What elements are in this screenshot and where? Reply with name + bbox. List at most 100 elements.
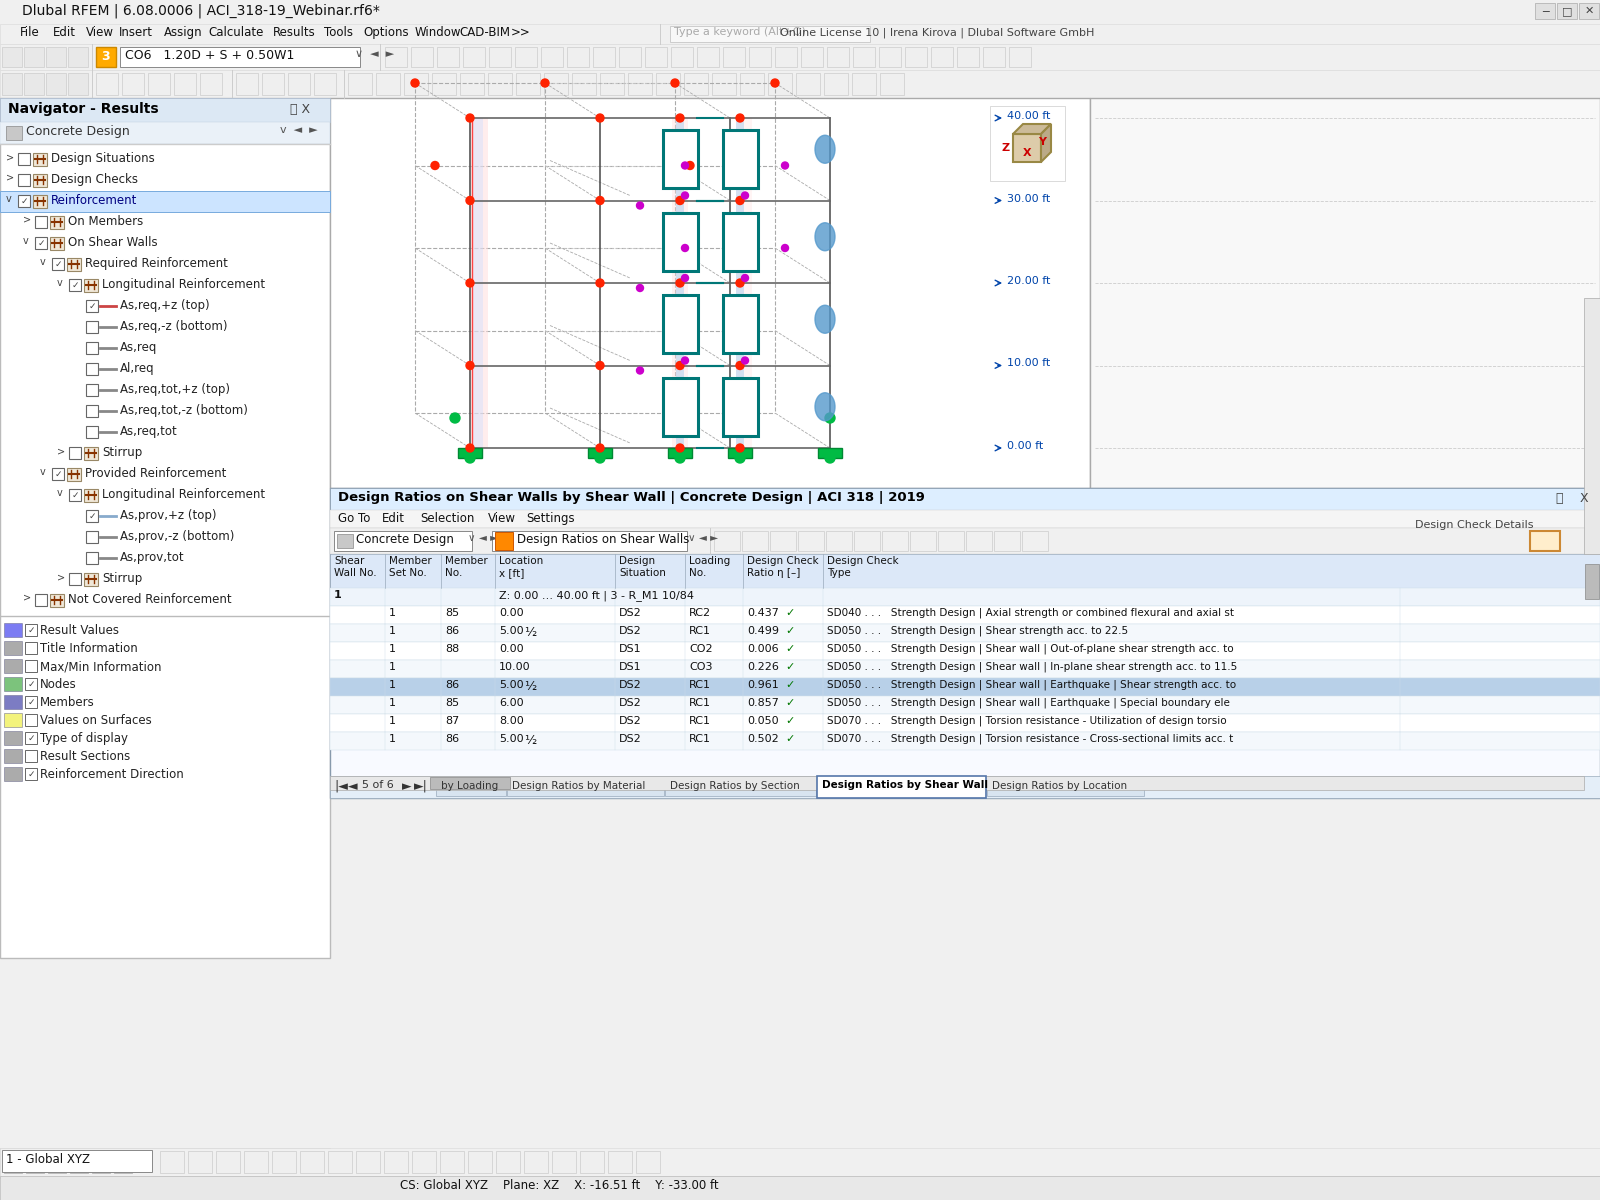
Text: Go To: Go To (338, 512, 370, 526)
Bar (3, 695, 22, 709)
Text: 88: 88 (445, 644, 459, 654)
Bar (86, 530, 98, 542)
Circle shape (675, 444, 685, 452)
Bar (93, 1151, 110, 1174)
Bar (669, 448, 691, 458)
Bar (413, 1151, 435, 1174)
Circle shape (466, 444, 474, 452)
Text: 6.00: 6.00 (499, 698, 523, 708)
Bar (86, 362, 98, 374)
Text: 8.00: 8.00 (499, 716, 523, 726)
Bar (50, 216, 64, 229)
Circle shape (466, 278, 474, 287)
Text: SD050 . . .   Strength Design | Shear wall | Out-of-plane shear strength acc. to: SD050 . . . Strength Design | Shear wall… (827, 644, 1234, 654)
Text: ✓: ✓ (88, 511, 96, 521)
Text: |◄: |◄ (334, 780, 347, 793)
Text: X: X (1022, 148, 1032, 158)
Text: v: v (40, 257, 46, 266)
Text: 1: 1 (389, 680, 397, 690)
Circle shape (637, 284, 643, 292)
Circle shape (682, 245, 688, 252)
Bar (24, 73, 45, 95)
Bar (1584, 298, 1600, 554)
Text: 86: 86 (445, 734, 459, 744)
Bar (3, 641, 22, 655)
Text: Member
No.: Member No. (445, 556, 488, 577)
Text: SD050 . . .   Strength Design | Shear wall | Earthquake | Special boundary ele: SD050 . . . Strength Design | Shear wall… (827, 698, 1230, 708)
Text: 0.857: 0.857 (747, 698, 779, 708)
Text: DS1: DS1 (619, 644, 642, 654)
Bar (330, 488, 1600, 798)
Text: 1: 1 (389, 698, 397, 708)
Bar (18, 174, 30, 186)
Bar (330, 624, 1600, 642)
Bar (384, 1151, 408, 1174)
Bar (1579, 2, 1598, 19)
Ellipse shape (814, 223, 835, 251)
Text: SD050 . . .   Strength Design | Shear wall | Earthquake | Shear strength acc. to: SD050 . . . Strength Design | Shear wall… (827, 680, 1237, 690)
Bar (3, 731, 22, 745)
Circle shape (675, 452, 685, 463)
Bar (330, 588, 1600, 606)
Circle shape (466, 452, 475, 463)
Bar (34, 194, 46, 208)
Bar (938, 530, 963, 551)
Bar (0, 24, 1600, 44)
Bar (987, 778, 1144, 796)
Text: 3: 3 (102, 50, 110, 64)
Bar (818, 776, 986, 798)
Text: v: v (40, 467, 46, 476)
Bar (122, 73, 144, 95)
Text: 20.00 ft: 20.00 ft (1006, 276, 1050, 286)
Bar (330, 554, 1600, 588)
Bar (2, 47, 22, 67)
Bar (853, 47, 875, 67)
Text: Edit: Edit (53, 26, 75, 38)
Bar (662, 295, 698, 353)
Text: As,req,tot,-z (bottom): As,req,tot,-z (bottom) (120, 404, 248, 416)
Text: As,req,-z (bottom): As,req,-z (bottom) (120, 320, 227, 332)
Text: Stirrup: Stirrup (102, 572, 142, 584)
Bar (330, 714, 1600, 732)
Circle shape (595, 197, 605, 204)
Bar (1530, 530, 1560, 551)
Text: ✓: ✓ (786, 626, 794, 636)
Circle shape (682, 162, 688, 169)
Circle shape (430, 162, 438, 169)
Text: ✓: ✓ (27, 697, 35, 707)
Text: 5.00: 5.00 (499, 734, 523, 744)
Text: >: > (22, 215, 30, 226)
Circle shape (595, 444, 605, 452)
Text: SD070 . . .   Strength Design | Torsion resistance - Cross-sectional limits acc.: SD070 . . . Strength Design | Torsion re… (827, 734, 1234, 744)
Circle shape (466, 197, 474, 204)
Bar (957, 47, 979, 67)
Circle shape (686, 162, 694, 169)
Text: RC1: RC1 (690, 626, 710, 636)
Circle shape (675, 278, 685, 287)
Bar (86, 552, 98, 564)
Circle shape (595, 361, 605, 370)
Text: ½: ½ (522, 734, 538, 746)
Text: DS2: DS2 (619, 608, 642, 618)
Bar (662, 212, 698, 271)
Bar (50, 594, 64, 607)
Text: DS2: DS2 (619, 680, 642, 690)
Text: 87: 87 (445, 716, 459, 726)
Bar (827, 47, 850, 67)
Text: As,prov,-z (bottom): As,prov,-z (bottom) (120, 530, 234, 542)
Text: 0.226: 0.226 (747, 662, 779, 672)
Text: ✓: ✓ (21, 197, 27, 205)
Text: 5.00: 5.00 (499, 680, 523, 690)
Text: SD070 . . .   Strength Design | Torsion resistance - Utilization of design torsi: SD070 . . . Strength Design | Torsion re… (827, 716, 1227, 726)
Bar (6, 126, 22, 140)
Text: Tools: Tools (323, 26, 354, 38)
Bar (594, 47, 614, 67)
Bar (494, 532, 514, 550)
Bar (328, 1151, 352, 1174)
Bar (301, 1151, 323, 1174)
Circle shape (675, 114, 685, 122)
Bar (0, 98, 330, 122)
Text: 10.00 ft: 10.00 ft (1006, 359, 1050, 368)
Bar (467, 1151, 493, 1174)
Text: Shear
Wall No.: Shear Wall No. (334, 556, 376, 577)
